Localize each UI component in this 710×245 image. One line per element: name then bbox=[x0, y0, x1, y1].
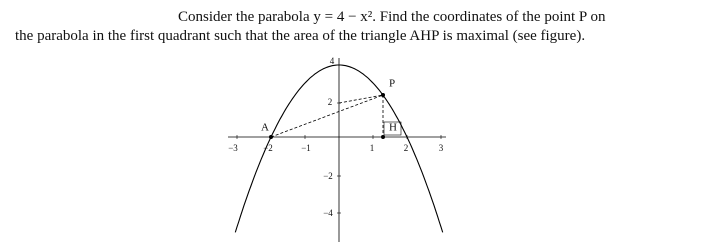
point bbox=[381, 135, 385, 139]
problem-line: Consider the parabola y = 4 − x². Find t… bbox=[178, 9, 606, 25]
x-tick-label: −3 bbox=[228, 143, 238, 153]
point-label: A bbox=[261, 122, 269, 134]
y-tick-label: 4 bbox=[330, 56, 335, 66]
problem-line: the parabola in the first quadrant such … bbox=[15, 28, 586, 44]
x-tick-label: −2 bbox=[263, 143, 273, 153]
x-tick-label: 2 bbox=[404, 143, 409, 153]
y-tick-label: −2 bbox=[323, 171, 333, 181]
point-label: H bbox=[389, 122, 397, 134]
y-tick-label: 2 bbox=[328, 97, 333, 107]
dashed-line bbox=[338, 94, 384, 104]
label-box bbox=[383, 121, 402, 136]
x-ticks bbox=[236, 64, 442, 214]
point-label: P bbox=[389, 78, 395, 90]
point bbox=[381, 93, 385, 97]
x-tick-label: 3 bbox=[439, 143, 444, 153]
x-tick-label: −1 bbox=[301, 143, 311, 153]
x-tick-label: 1 bbox=[370, 143, 375, 153]
y-tick-label: −4 bbox=[323, 208, 333, 218]
